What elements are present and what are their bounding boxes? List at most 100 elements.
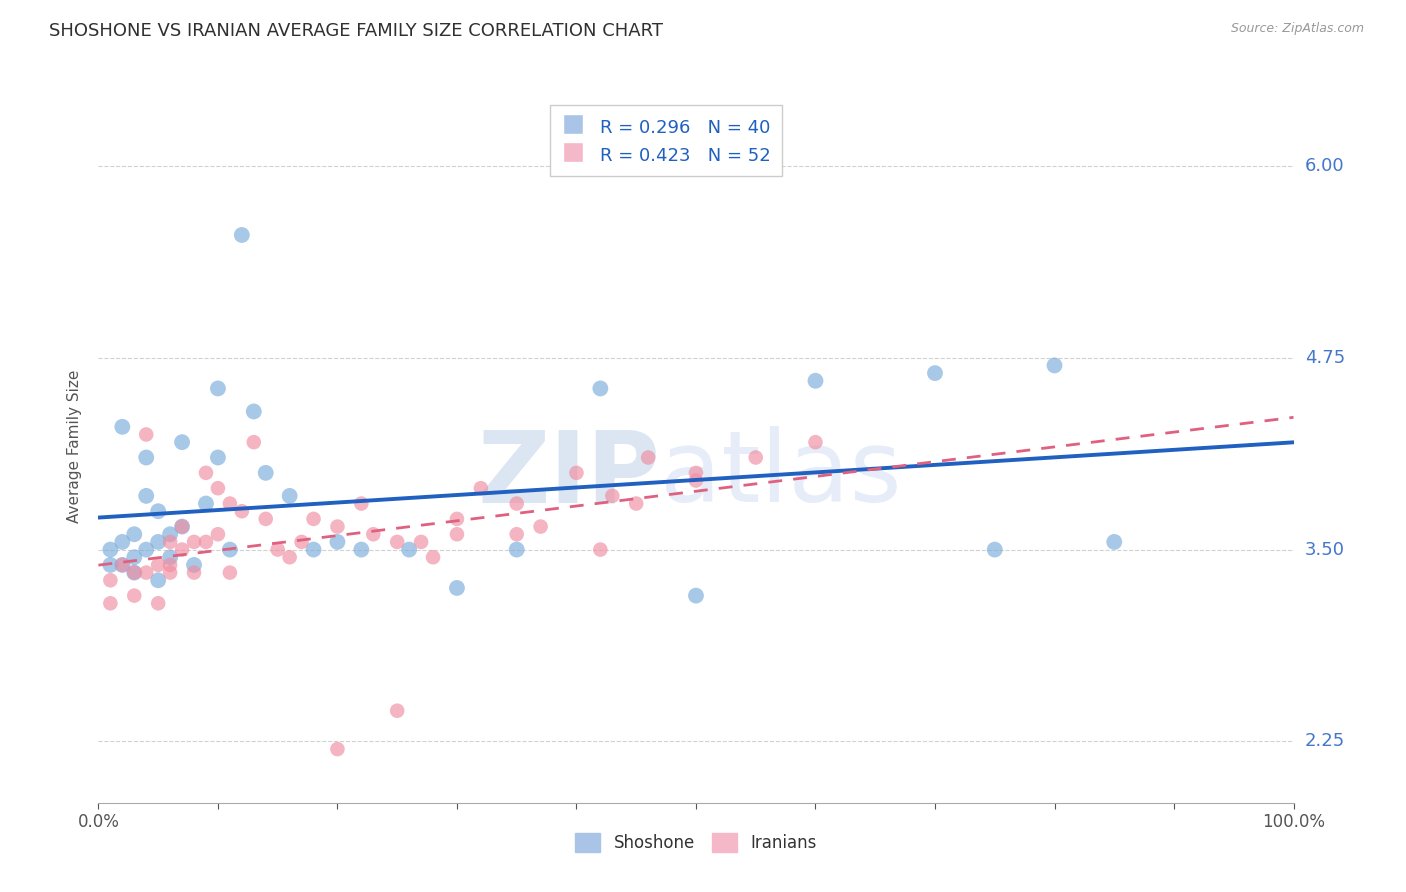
Point	[159, 558, 181, 572]
Point	[446, 512, 468, 526]
Point	[446, 527, 468, 541]
Point	[589, 381, 612, 395]
Point	[685, 466, 707, 480]
Point	[267, 542, 290, 557]
Point	[111, 419, 134, 434]
Point	[183, 558, 205, 572]
Point	[159, 550, 181, 565]
Point	[172, 542, 194, 557]
Text: 3.50: 3.50	[1305, 541, 1344, 558]
Point	[385, 535, 409, 549]
Point	[506, 497, 529, 511]
Point	[924, 366, 946, 380]
Point	[98, 574, 122, 588]
Point	[470, 481, 492, 495]
Point	[124, 550, 146, 565]
Text: ZIP: ZIP	[477, 426, 661, 523]
Point	[254, 466, 277, 480]
Legend: Shoshone, Iranians: Shoshone, Iranians	[569, 827, 823, 859]
Point	[637, 450, 659, 465]
Point	[804, 374, 827, 388]
Text: 2.25: 2.25	[1305, 732, 1346, 750]
Point	[148, 504, 170, 518]
Point	[148, 535, 170, 549]
Point	[183, 566, 205, 580]
Point	[326, 742, 349, 756]
Point	[111, 558, 134, 572]
Point	[506, 527, 529, 541]
Point	[219, 542, 242, 557]
Text: Source: ZipAtlas.com: Source: ZipAtlas.com	[1230, 22, 1364, 36]
Text: atlas: atlas	[661, 426, 901, 523]
Point	[135, 566, 157, 580]
Point	[135, 450, 157, 465]
Point	[172, 435, 194, 450]
Point	[530, 519, 553, 533]
Point	[207, 381, 229, 395]
Point	[172, 519, 194, 533]
Point	[231, 504, 253, 518]
Point	[291, 535, 314, 549]
Point	[98, 542, 122, 557]
Point	[135, 542, 157, 557]
Point	[302, 542, 325, 557]
Point	[124, 527, 146, 541]
Point	[804, 435, 827, 450]
Y-axis label: Average Family Size: Average Family Size	[67, 369, 83, 523]
Point	[350, 497, 373, 511]
Point	[363, 527, 385, 541]
Point	[626, 497, 648, 511]
Point	[302, 512, 325, 526]
Point	[411, 535, 433, 549]
Text: 4.75: 4.75	[1305, 349, 1346, 367]
Point	[219, 497, 242, 511]
Point	[148, 574, 170, 588]
Point	[326, 519, 349, 533]
Point	[124, 566, 146, 580]
Point	[398, 542, 420, 557]
Text: 6.00: 6.00	[1305, 157, 1344, 175]
Point	[254, 512, 277, 526]
Point	[135, 427, 157, 442]
Text: SHOSHONE VS IRANIAN AVERAGE FAMILY SIZE CORRELATION CHART: SHOSHONE VS IRANIAN AVERAGE FAMILY SIZE …	[49, 22, 664, 40]
Point	[243, 404, 266, 418]
Point	[231, 227, 253, 242]
Point	[602, 489, 624, 503]
Point	[278, 550, 301, 565]
Point	[195, 535, 218, 549]
Point	[207, 450, 229, 465]
Point	[278, 489, 301, 503]
Point	[385, 704, 409, 718]
Point	[159, 535, 181, 549]
Point	[1104, 535, 1126, 549]
Point	[422, 550, 444, 565]
Point	[98, 558, 122, 572]
Point	[195, 466, 218, 480]
Point	[446, 581, 468, 595]
Point	[183, 535, 205, 549]
Point	[506, 542, 529, 557]
Point	[135, 489, 157, 503]
Point	[172, 519, 194, 533]
Point	[207, 527, 229, 541]
Point	[111, 535, 134, 549]
Point	[159, 566, 181, 580]
Point	[124, 589, 146, 603]
Point	[207, 481, 229, 495]
Point	[98, 596, 122, 610]
Point	[195, 497, 218, 511]
Point	[350, 542, 373, 557]
Point	[589, 542, 612, 557]
Point	[565, 466, 588, 480]
Point	[111, 558, 134, 572]
Point	[326, 535, 349, 549]
Point	[745, 450, 768, 465]
Point	[219, 566, 242, 580]
Point	[243, 435, 266, 450]
Point	[148, 558, 170, 572]
Point	[685, 474, 707, 488]
Point	[1043, 359, 1066, 373]
Point	[159, 527, 181, 541]
Point	[685, 589, 707, 603]
Point	[148, 596, 170, 610]
